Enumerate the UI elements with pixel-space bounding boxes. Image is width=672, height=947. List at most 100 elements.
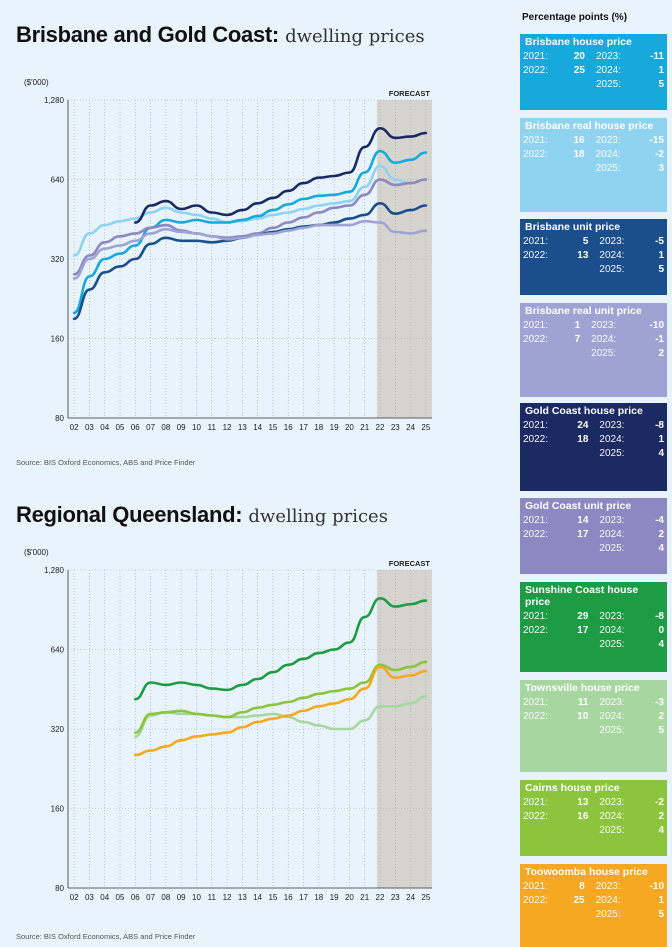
change-value: 5 [582,236,589,247]
year-label: 2024: [595,149,621,160]
x-tick-label: 13 [238,423,247,432]
year-label: 2023: [599,515,625,526]
change-value: 2 [658,711,664,722]
change-value [564,162,588,176]
change-value: 14 [577,515,589,526]
x-tick-label: 16 [284,423,293,432]
card-gold-coast-house-price: Gold Coast house price 2021: 24 2023: -8 2022… [520,403,667,491]
year-label: 2024: [599,811,625,822]
change-value: -15 [649,135,664,146]
x-tick-label: 12 [223,893,232,902]
change-value: 5 [658,264,664,275]
card-townsville-house-price: Townsville house price 2021: 11 2023: -3 2022… [520,680,667,772]
year-label: 2024: [599,711,625,722]
change-value: -2 [655,149,664,160]
x-tick-label: 04 [100,423,109,432]
x-tick-label: 20 [345,893,354,902]
year-label [520,78,564,92]
year-label [520,447,566,461]
year-label: 2021: [523,236,549,247]
forecast-label: FORECAST [389,559,431,568]
x-tick-label: 14 [253,423,262,432]
year-label [520,824,566,838]
x-tick-label: 14 [253,893,262,902]
change-value: 5 [658,79,664,90]
x-tick-label: 09 [177,423,186,432]
change-value: 2 [658,348,664,359]
y-tick-label: 320 [51,725,65,734]
change-value [566,638,591,652]
y-tick-label: 320 [51,255,65,264]
chart2-ylabel: ($'000) [24,548,49,557]
year-label: 2023: [595,881,621,892]
card-title: Brisbane unit price [525,221,621,233]
x-tick-label: 25 [421,893,430,902]
change-value: 1 [658,434,664,445]
chart2-subtitle: dwelling prices [248,506,388,527]
card-brisbane-house-price: Brisbane house price 2021: 20 2023: -11 2022:… [520,34,667,110]
change-value: 4 [658,825,664,836]
series-line-brisbane-house-price [72,149,428,315]
series-line-toowoomba-house-price [134,665,428,757]
x-tick-label: 24 [406,893,415,902]
year-label: 2025: [591,348,617,359]
change-value: 18 [573,149,585,160]
year-label [520,162,564,176]
change-value [566,347,583,361]
change-value: 1 [658,65,664,76]
x-tick-label: 25 [421,423,430,432]
x-tick-label: 17 [299,423,308,432]
x-tick-label: 11 [208,893,217,902]
y-tick-label: 160 [51,805,65,814]
change-value: 1 [574,320,581,331]
x-tick-label: 24 [406,423,415,432]
series-line-brisbane-real-unit-price [72,219,428,280]
card-gold-coast-unit-price: Gold Coast unit price 2021: 14 2023: -4 2022:… [520,498,667,574]
change-value [566,724,591,738]
x-tick-label: 23 [391,423,400,432]
year-label: 2023: [591,320,617,331]
year-label: 2021: [523,515,549,526]
change-value: 8 [579,881,585,892]
card-title: Brisbane real unit price [525,305,642,317]
year-label: 2021: [523,611,549,622]
card-values: 2021: 24 2023: -8 2022: 18 2024: 1 2025: 4 [520,419,667,461]
card-brisbane-real-unit-price: Brisbane real unit price 2021: 1 2023: -10 20… [520,303,667,397]
year-label [520,263,566,277]
year-label: 2023: [599,420,625,431]
y-tick-label: 640 [51,176,65,185]
year-label: 2024: [599,434,625,445]
year-label: 2025: [599,264,625,275]
change-value: 4 [658,448,664,459]
change-value: 29 [577,611,589,622]
change-value [564,908,588,922]
change-value: 2 [658,529,664,540]
x-tick-label: 06 [131,423,140,432]
x-tick-label: 05 [116,423,125,432]
year-label: 2025: [599,543,625,554]
y-tick-label: 1,280 [44,566,65,575]
card-brisbane-real-house-price: Brisbane real house price 2021: 16 2023: -15… [520,118,667,212]
x-tick-label: 22 [376,423,385,432]
year-label: 2021: [523,797,549,808]
year-label: 2022: [523,711,549,722]
x-tick-label: 09 [177,893,186,902]
x-tick-label: 17 [299,893,308,902]
change-value: 20 [573,51,585,62]
card-values: 2021: 14 2023: -4 2022: 17 2024: 2 2025: 4 [520,514,667,556]
year-label: 2022: [523,529,549,540]
change-value: -11 [650,51,664,62]
change-value: 4 [658,543,664,554]
change-value: 1 [658,895,664,906]
x-tick-label: 12 [223,423,232,432]
chart2-source: Source: BIS Oxford Economics, ABS and Pr… [16,932,196,941]
year-label: 2022: [523,895,549,906]
x-tick-label: 22 [376,893,385,902]
card-values: 2021: 16 2023: -15 2022: 18 2024: -2 2025: 3 [520,134,667,176]
change-value: 25 [573,65,585,76]
change-value: -1 [655,334,664,345]
chart1-ylabel: ($'000) [24,78,49,87]
card-title: Brisbane real house price [525,120,654,132]
year-label: 2025: [595,79,622,90]
x-tick-label: 03 [85,893,94,902]
